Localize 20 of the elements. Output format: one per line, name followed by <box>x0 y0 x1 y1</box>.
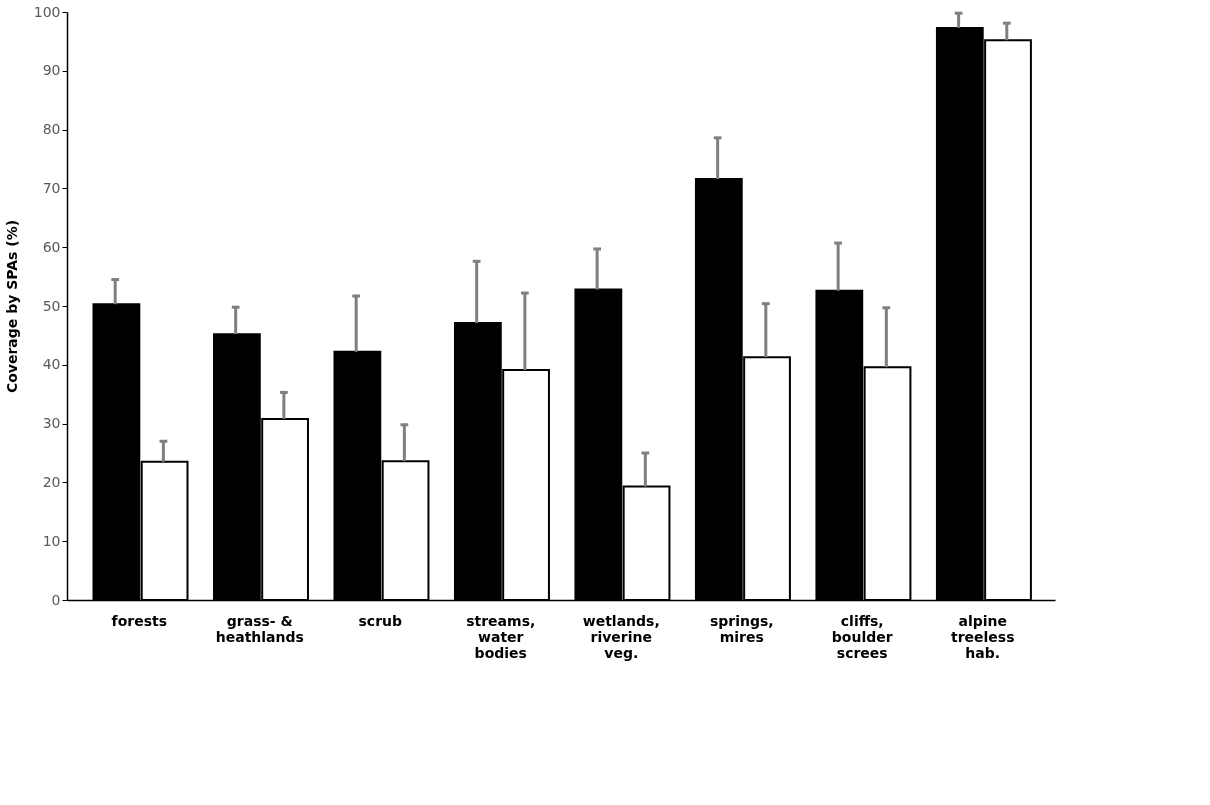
x-tick-label: streams, water bodies <box>466 612 536 661</box>
x-tick-label: alpine treeless hab. <box>950 612 1015 661</box>
y-tick-label: 60 <box>42 238 61 255</box>
x-tick-label: grass- & heathlands <box>215 612 304 645</box>
y-tick-label: 40 <box>42 356 61 373</box>
y-tick-label: 70 <box>42 179 61 196</box>
x-tick-label: springs, mires <box>709 612 774 645</box>
y-tick-label: 20 <box>42 473 61 490</box>
y-tick-label: 0 <box>51 591 61 608</box>
y-tick-label: 30 <box>42 415 61 432</box>
x-tick-label: scrub <box>358 612 403 629</box>
x-tick-label: forests <box>111 612 168 629</box>
y-tick-label: 10 <box>42 532 61 549</box>
y-tick-label: 80 <box>42 121 61 138</box>
y-tick-label: 90 <box>42 62 61 79</box>
y-tick-label: 50 <box>42 297 61 314</box>
y-axis-title: Coverage by SPAs (%) <box>3 219 20 394</box>
x-tick-label: cliffs, boulder screes <box>831 612 893 661</box>
y-tick-label: 100 <box>33 3 61 20</box>
x-tick-label: wetlands, riverine veg. <box>582 612 660 661</box>
